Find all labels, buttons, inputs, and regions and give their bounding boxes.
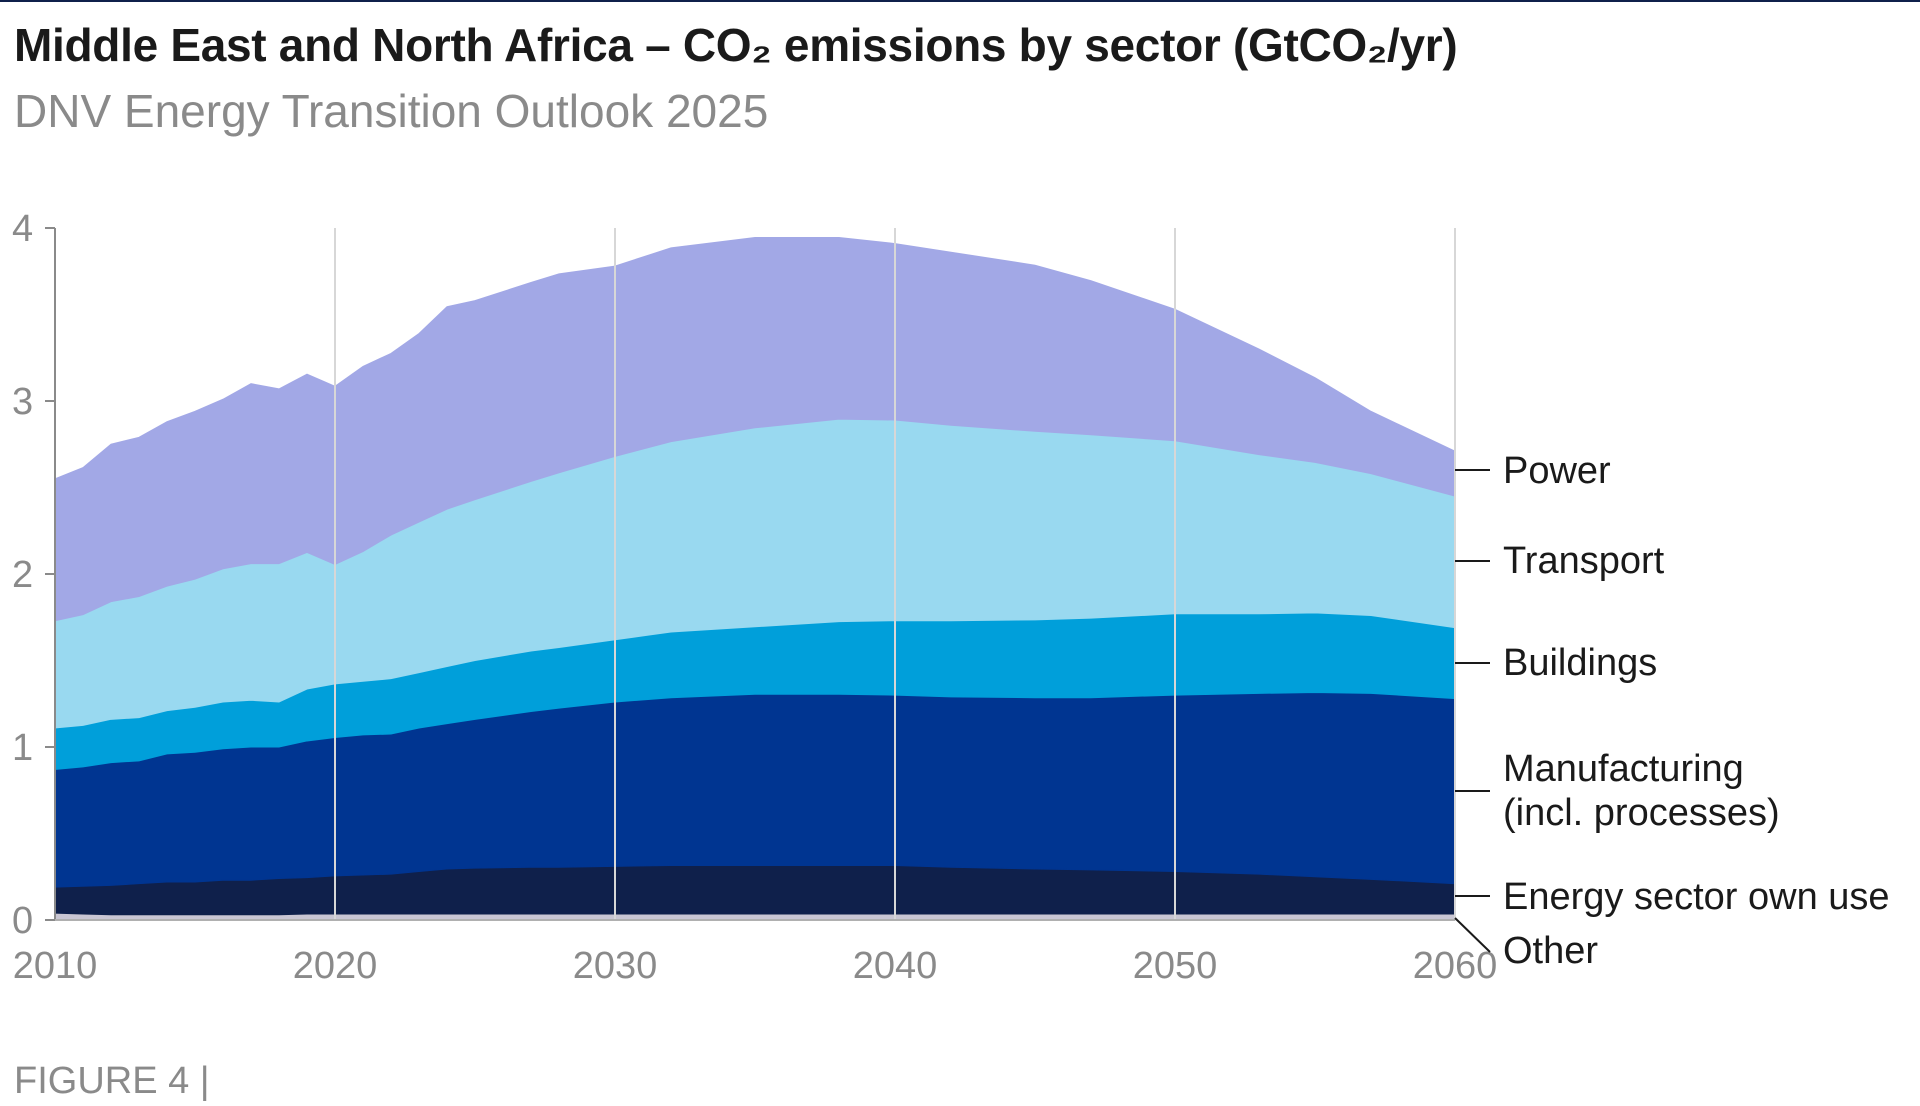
gridlines (334, 228, 1456, 920)
axes (45, 227, 1455, 921)
y-tick-label-3: 3 (12, 381, 33, 423)
legend-label-buildings: Buildings (1503, 642, 1657, 684)
x-tick-label-2020: 2020 (293, 945, 378, 987)
y-tick-label-2: 2 (12, 554, 33, 596)
top-rule (0, 0, 1920, 2)
y-tick-label-4: 4 (12, 208, 33, 250)
legend-leader-other (1454, 917, 1491, 953)
x-tick-label-2060: 2060 (1413, 945, 1498, 987)
x-tick-label-2040: 2040 (853, 945, 938, 987)
legend-label-transport: Transport (1503, 540, 1665, 582)
x-tick-label-2030: 2030 (573, 945, 658, 987)
legend: Power Transport Buildings Manufacturing … (1454, 450, 1890, 972)
legend-label-energy-own-use: Energy sector own use (1503, 876, 1890, 918)
x-tick-label-2010: 2010 (13, 945, 98, 987)
y-tick-label-1: 1 (12, 727, 33, 769)
chart-title: Middle East and North Africa – CO₂ emiss… (14, 19, 1458, 71)
figure-label: FIGURE 4 | (14, 1060, 210, 1102)
chart-subtitle: DNV Energy Transition Outlook 2025 (14, 85, 769, 137)
legend-label-power: Power (1503, 450, 1611, 492)
area-series (54, 237, 1456, 921)
y-tick-label-0: 0 (12, 900, 33, 942)
tick-labels: 0 1 2 3 4 2010 2020 2030 2040 2050 2060 (12, 208, 1497, 987)
legend-label-other: Other (1503, 930, 1598, 972)
legend-label-manufacturing-line2: (incl. processes) (1503, 792, 1780, 834)
legend-label-manufacturing-line1: Manufacturing (1503, 748, 1744, 790)
x-tick-label-2050: 2050 (1133, 945, 1218, 987)
